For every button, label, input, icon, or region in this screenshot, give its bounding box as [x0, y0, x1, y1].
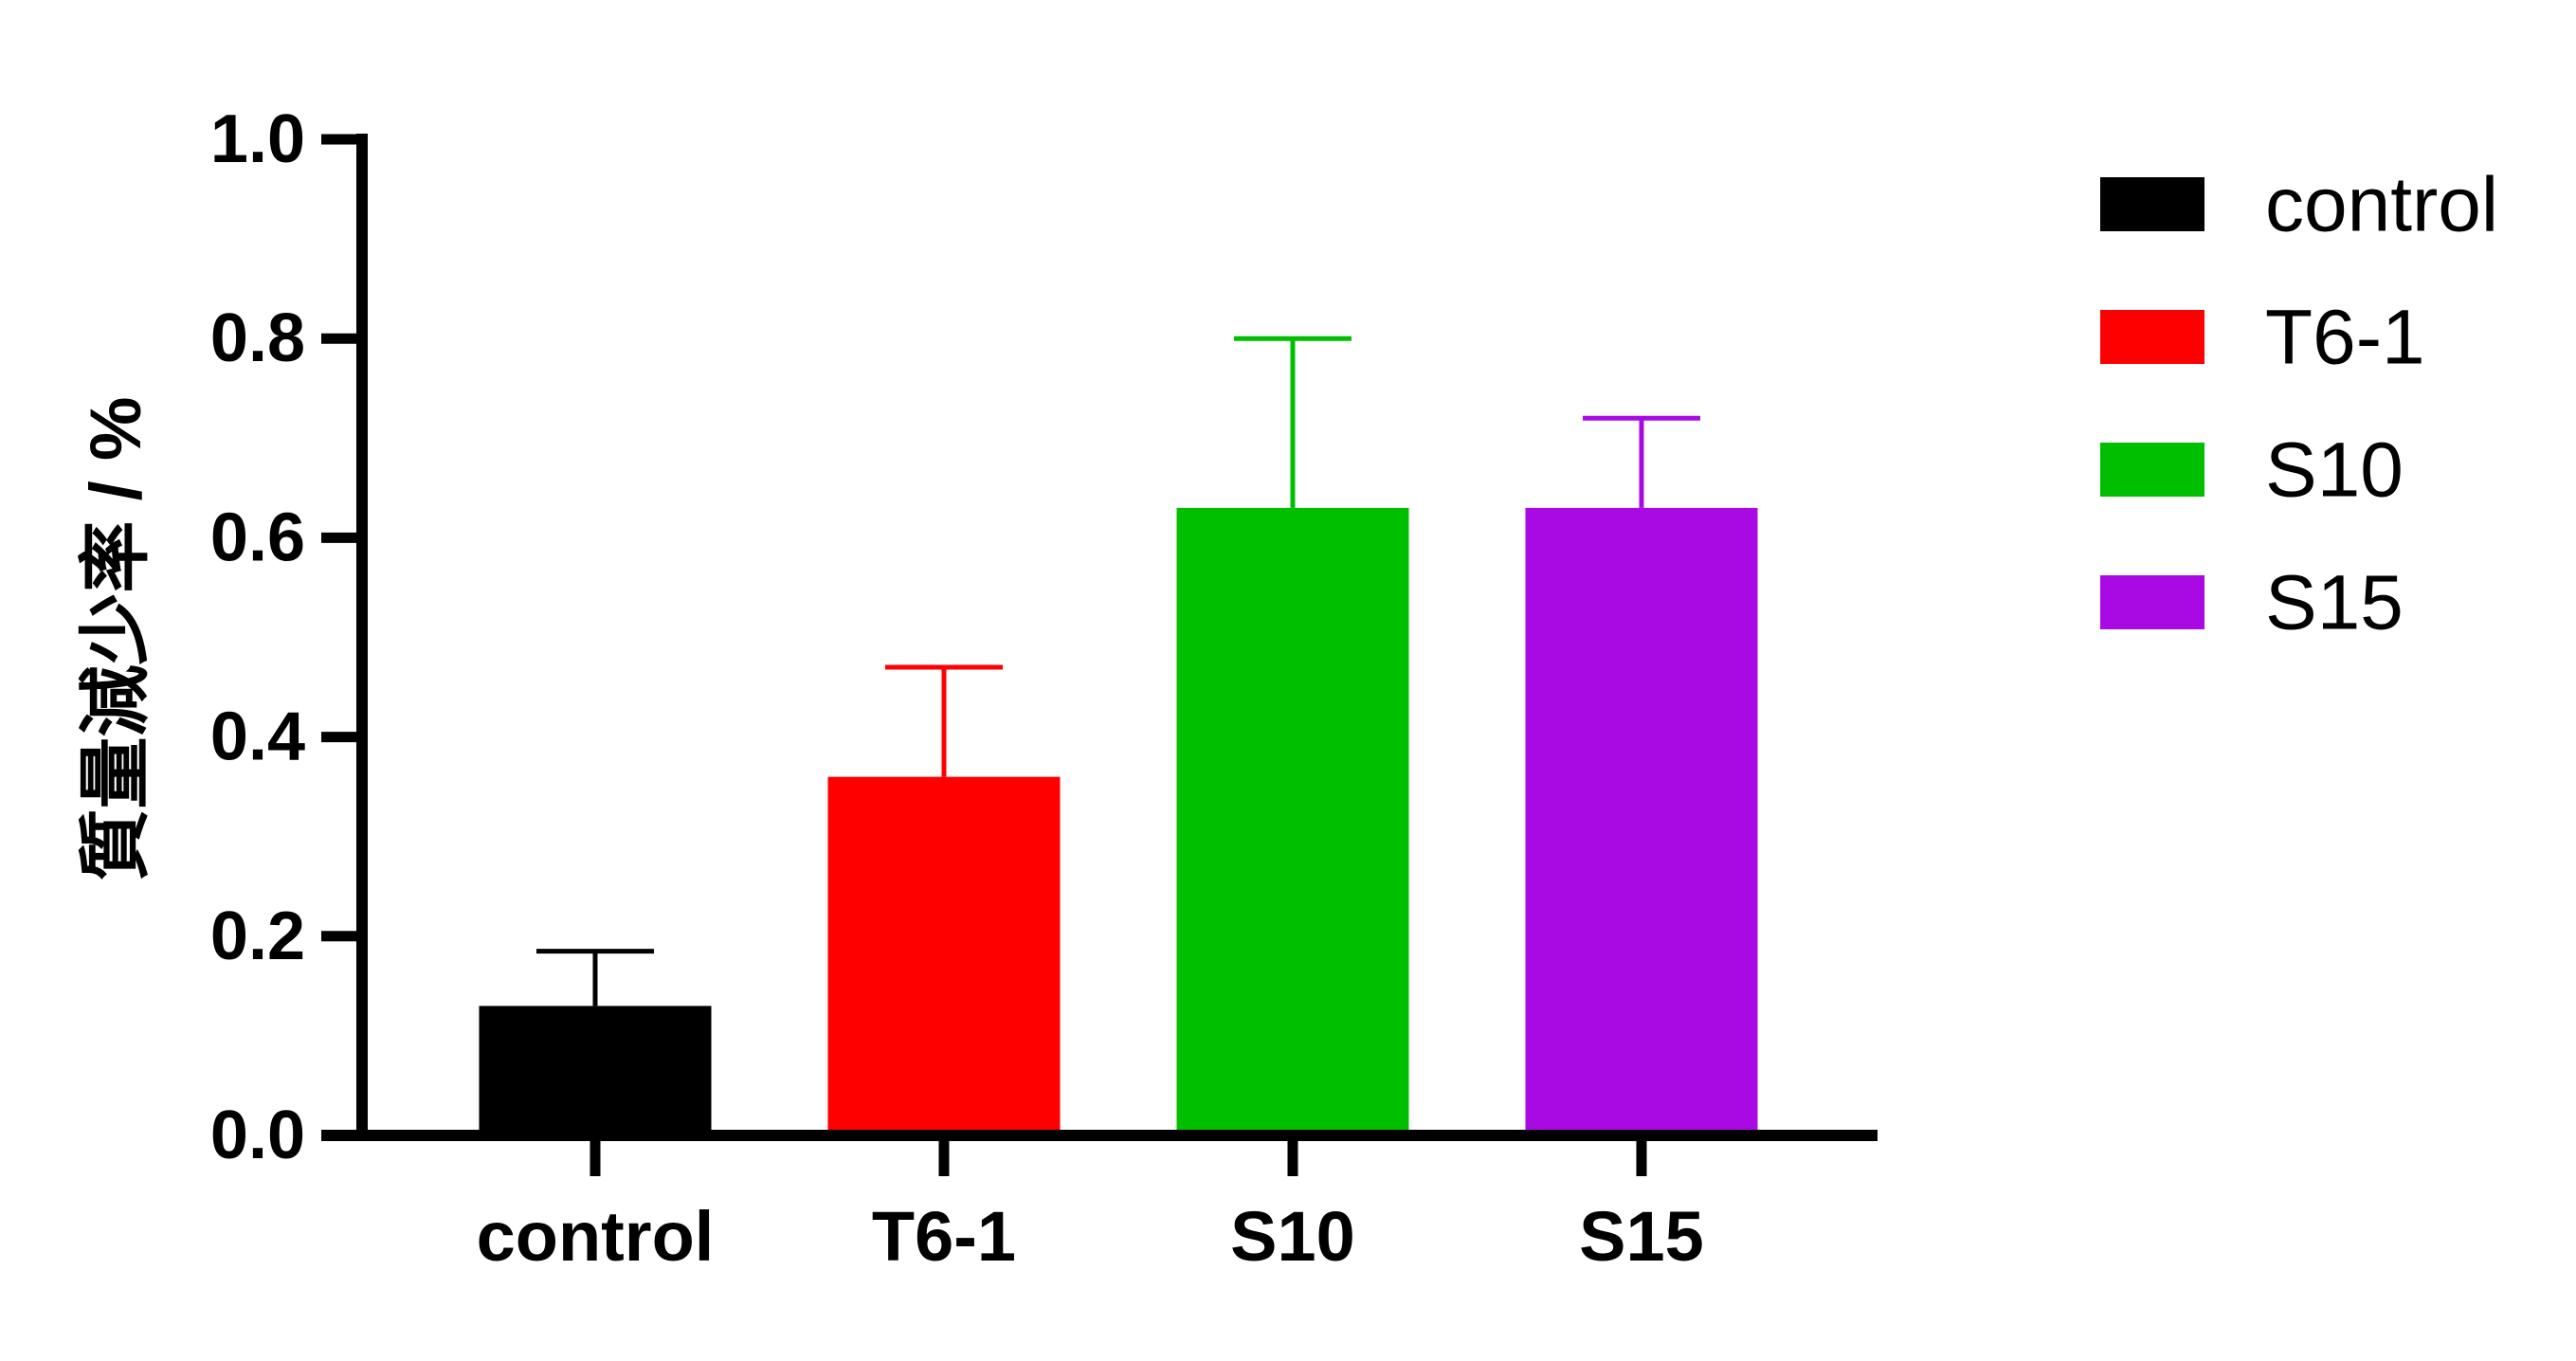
- axes-group: [321, 134, 1878, 1141]
- legend-label: control: [2265, 162, 2498, 248]
- y-tick-label: 0.2: [210, 898, 305, 974]
- legend-label: T6-1: [2265, 295, 2425, 381]
- legend: control T6-1 S10 S15: [2100, 162, 2498, 646]
- legend-label: S10: [2265, 427, 2404, 514]
- y-tick-label: 0.8: [210, 300, 305, 376]
- x-tick-label: control: [477, 1197, 715, 1276]
- bar-S15: [1525, 507, 1758, 1135]
- legend-swatch-control: [2100, 177, 2204, 231]
- y-tick-label: 1.0: [210, 101, 305, 177]
- bar-control: [479, 1006, 712, 1135]
- x-tick-label: S15: [1579, 1197, 1704, 1276]
- error-bars-group: [536, 336, 1700, 1007]
- legend-label: S15: [2265, 560, 2404, 646]
- bars-group: [479, 507, 1758, 1135]
- bar-T6-1: [827, 776, 1061, 1135]
- y-ticks-group: 0.0 0.2 0.4 0.6 0.8 1.0: [210, 101, 362, 1173]
- x-tick-label: S10: [1230, 1197, 1355, 1276]
- y-tick-label: 0.6: [210, 499, 305, 575]
- y-tick-label: 0.0: [210, 1098, 305, 1173]
- legend-swatch-T6-1: [2100, 310, 2204, 364]
- x-tick-label: T6-1: [872, 1197, 1016, 1276]
- legend-swatch-S15: [2100, 575, 2204, 629]
- y-tick-label: 0.4: [210, 699, 305, 775]
- x-ticks-group: control T6-1 S10 S15: [477, 1135, 1704, 1276]
- legend-swatch-S10: [2100, 443, 2204, 497]
- y-axis-title: 質量減少率 / %: [76, 397, 156, 881]
- bar-S10: [1176, 507, 1409, 1135]
